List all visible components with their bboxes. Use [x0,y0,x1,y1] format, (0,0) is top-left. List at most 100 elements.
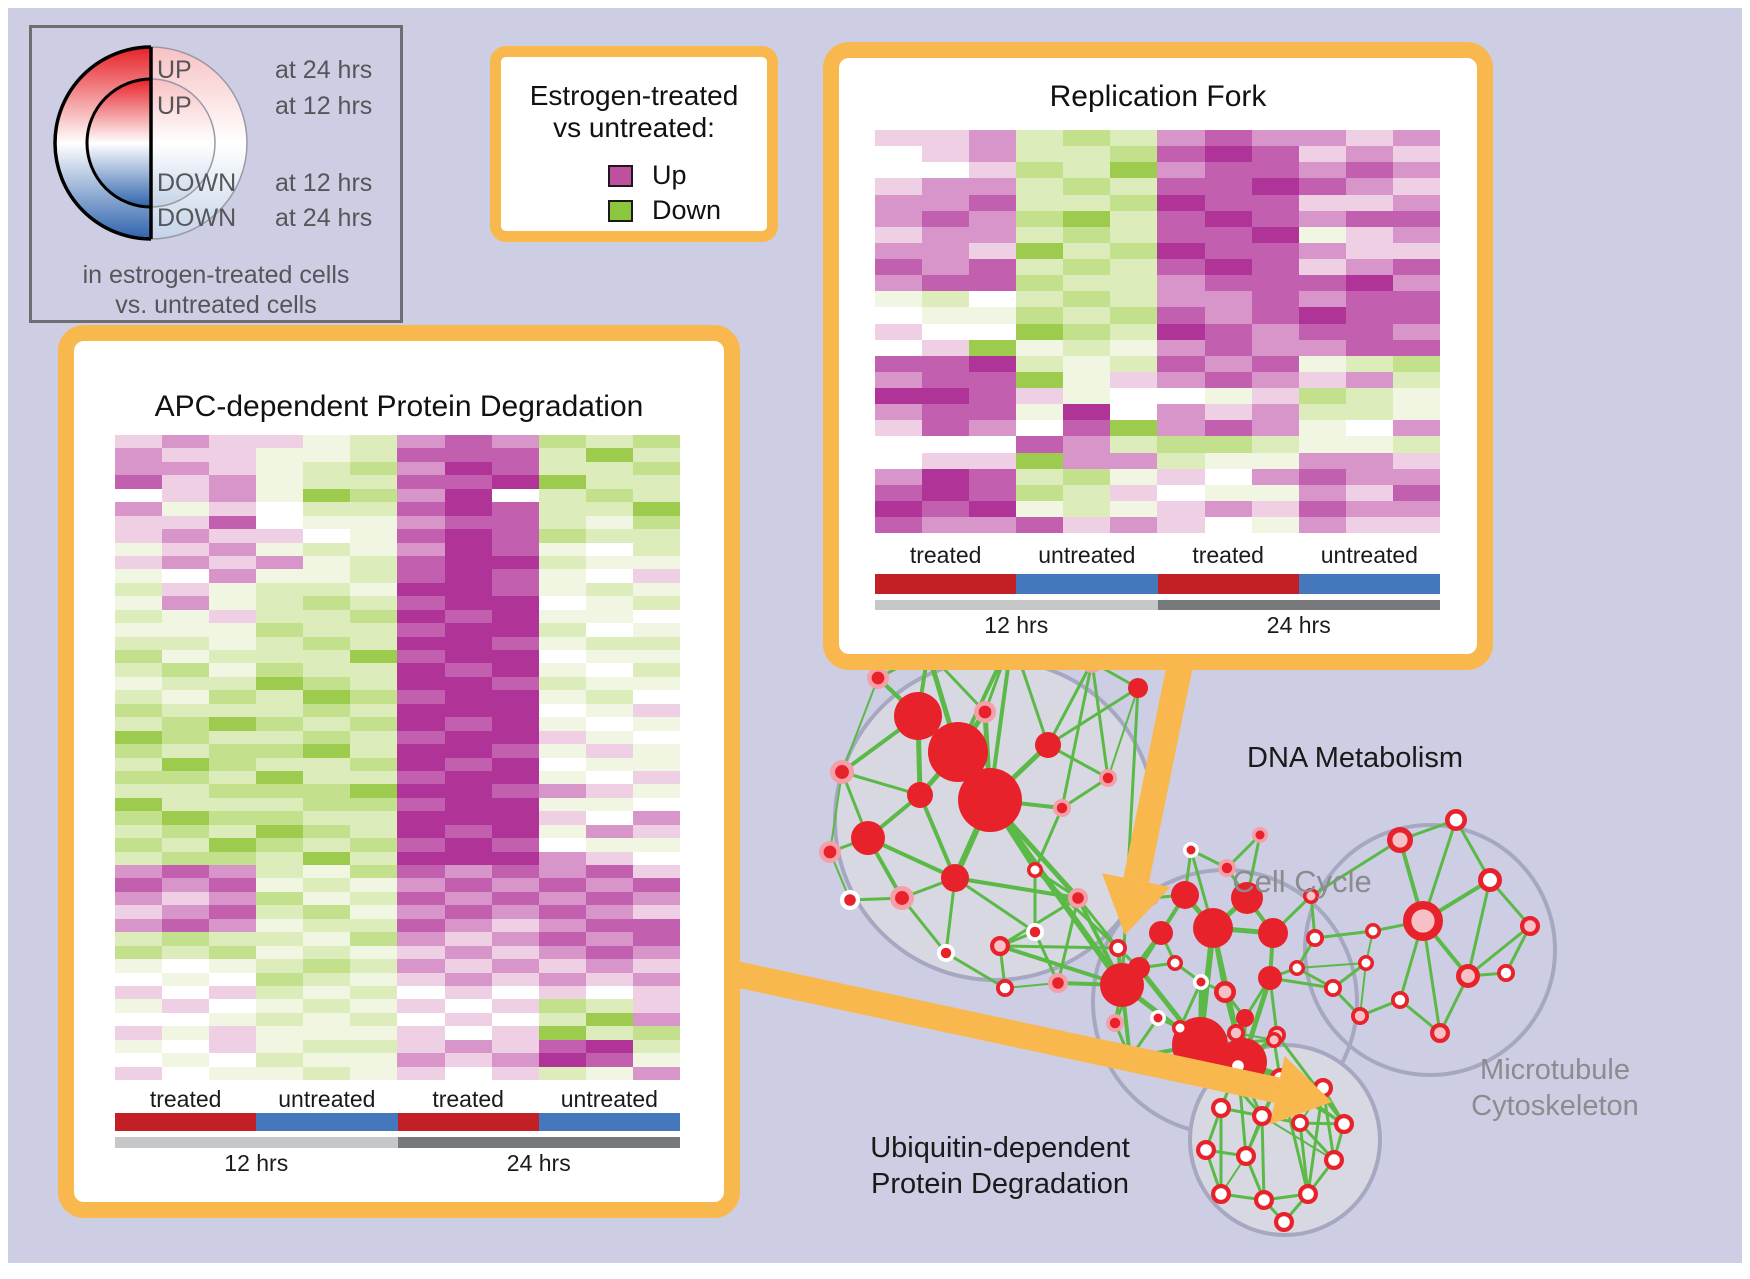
heatmap-cell [1063,484,1111,501]
heatmap-cell [585,703,633,718]
heatmap-cell [1392,242,1440,259]
updown-time-label: at 24 hrs [275,56,373,84]
heatmap-cell [538,569,586,583]
heatmap-row [115,529,680,543]
network-node [1067,887,1088,908]
heatmap-cell [632,529,680,543]
heatmap-cell [1157,194,1205,211]
heatmap-cell [350,488,398,503]
heatmap-cell [256,690,304,704]
heatmap-cell [350,1026,398,1040]
network-node [1099,769,1118,788]
heatmap-row [115,636,680,650]
heatmap-cell [969,436,1017,453]
network-node [941,864,969,892]
heatmap-cell [1063,291,1111,308]
heatmap-cell [1298,291,1346,308]
heatmap-cell [444,932,492,946]
heatmap-cell [115,797,163,812]
heatmap-cell [397,784,445,798]
heatmap-cell [397,717,445,731]
heatmap-cell [632,770,680,785]
heatmap-cell [162,435,210,449]
heatmap-cell [444,797,492,812]
heatmap-cell [538,515,586,530]
heatmap-cell [1016,275,1064,292]
heatmap-cell [162,703,210,718]
heatmap-cell [875,484,923,501]
heatmap-cell [922,242,970,259]
heatmap-cell [444,663,492,677]
heatmap-cell [632,703,680,718]
heatmap-cell [585,542,633,556]
heatmap-cell [538,488,586,503]
legend-footer-line1: in estrogen-treated cells [82,261,350,289]
heatmap-cell [1157,484,1205,501]
heatmap-cell [1110,291,1158,308]
heatmap-cell [922,436,970,453]
network-edge [953,876,1037,934]
heatmap-cell [1016,210,1064,227]
heatmap-cell [115,461,163,476]
cluster-label-line: Microtubule [1480,1054,1630,1086]
heatmap-row [115,757,680,771]
heatmap-cell [303,878,351,892]
heatmap-cell [491,475,539,489]
network-node [1251,1105,1272,1126]
heatmap-cell [585,757,633,771]
heatmap-cell [1345,226,1393,243]
heatmap-cell [350,1012,398,1027]
heatmap-cell [303,461,351,476]
heatmap-cell [350,730,398,745]
heatmap-cell [444,435,492,449]
heatmap-cell [303,851,351,865]
heatmap-cell [632,824,680,839]
heatmap-cell [538,972,586,986]
heatmap-cell [538,770,586,785]
heatmap-cell [350,945,398,960]
heatmap-cell [350,582,398,597]
heatmap-cell [585,770,633,785]
heatmap-cell [538,730,586,745]
heatmap-cell [397,636,445,650]
heatmap-cell [1157,242,1205,259]
heatmap-cell [256,891,304,906]
heatmap-cell [303,972,351,986]
heatmap-cell [303,488,351,503]
heatmap-cell [350,824,398,839]
heatmap-cell [444,770,492,785]
heatmap-cell [585,985,633,1000]
heatmap-cell [1392,178,1440,195]
heatmap-cell [585,529,633,543]
heatmap-cell [397,461,445,476]
heatmap-cell [303,609,351,624]
heatmap-cell [1063,275,1111,292]
heatmap-cell [922,404,970,421]
heatmap-cell [162,676,210,691]
heatmap-cell [256,542,304,556]
network-node [1172,1020,1188,1036]
heatmap-cell [632,690,680,704]
heatmap-cell [303,596,351,610]
heatmap-cell [397,985,445,1000]
group-bar-segment [115,1113,257,1131]
heatmap-cell [303,999,351,1013]
heatmap-cell [922,452,970,469]
heatmap-cell [1157,130,1205,147]
heatmap-cell [585,851,633,865]
network-edge [918,793,957,880]
heatmap-cell [209,1026,257,1040]
heatmap-cell [969,500,1017,517]
heatmap-cell [1298,210,1346,227]
group-bar-segment [538,1113,680,1131]
heatmap-cell [256,811,304,825]
heatmap-cell [1157,259,1205,276]
network-edge [1033,806,1064,872]
heatmap-cell [1157,178,1205,195]
heatmap-cell [1392,452,1440,469]
heatmap-cell [1063,210,1111,227]
heatmap-cell [162,932,210,946]
time-bar-segment [875,600,1158,610]
heatmap-cell [115,717,163,731]
heatmap-cell [162,636,210,650]
